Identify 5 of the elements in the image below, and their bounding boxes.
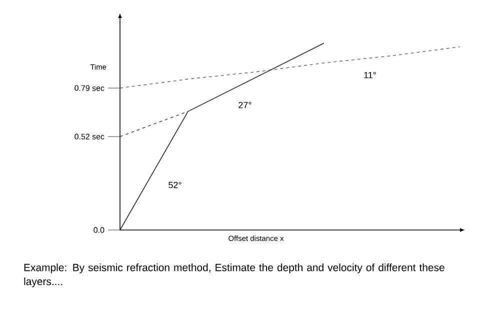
line-series — [120, 46, 460, 88]
annotation: 11° — [364, 72, 376, 78]
annotation: 52° — [168, 182, 182, 188]
annotation: 27° — [238, 102, 252, 108]
text: Example: By seismic refraction method, Estimate the depth and velocity of different these layers.... — [24, 264, 444, 288]
